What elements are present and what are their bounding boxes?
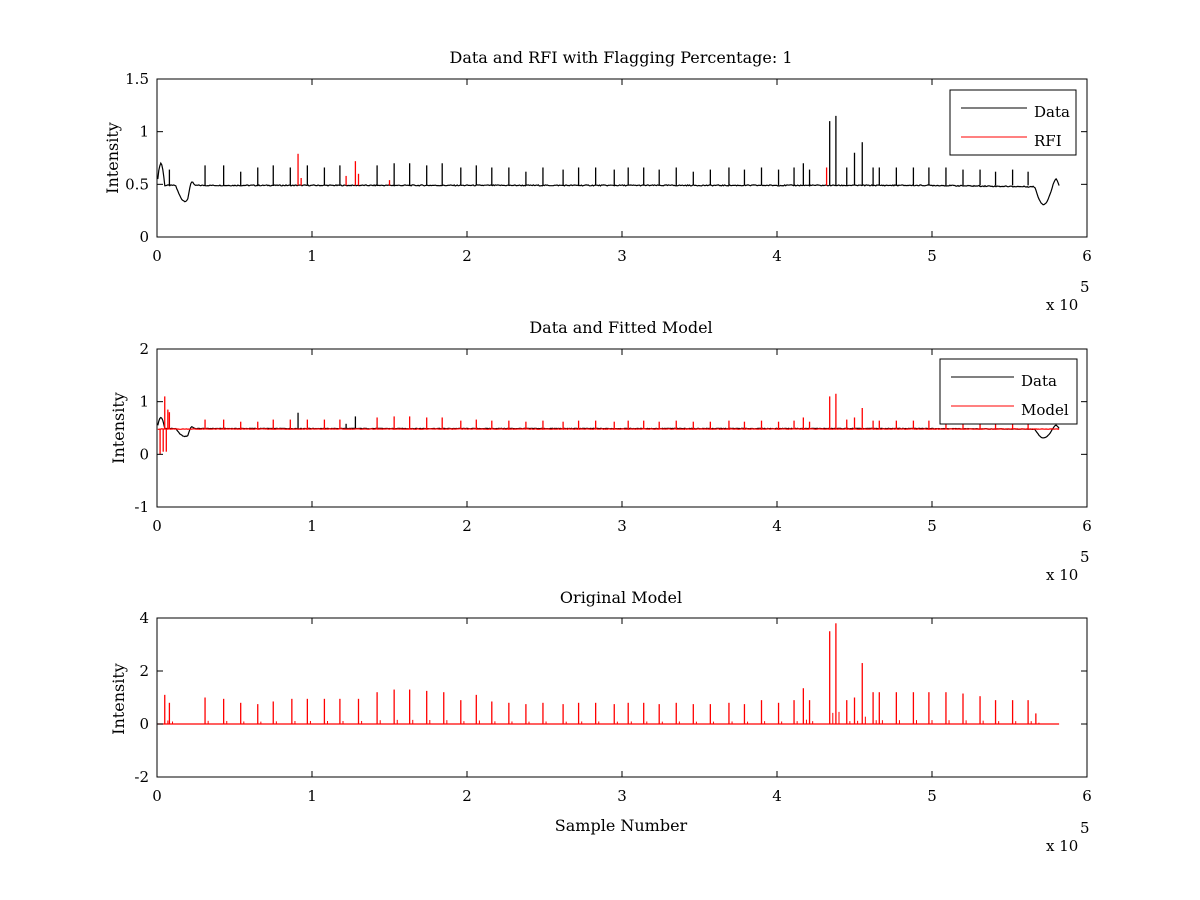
x-axis-label: Sample Number (555, 816, 688, 835)
y-axis-ticks: -1 0 1 2 (134, 340, 1087, 516)
y-axis-label: Intensity (103, 122, 122, 194)
legend-label-model: Model (1021, 401, 1069, 419)
x-tick-label: 2 (462, 247, 472, 265)
x-tick-label: 3 (617, 517, 627, 535)
chart-title: Original Model (560, 588, 682, 607)
x-axis-exponent-power: 5 (1080, 548, 1090, 566)
chart-title: Data and RFI with Flagging Percentage: 1 (449, 48, 792, 67)
y-axis-ticks: 0 0.5 1 1.5 (125, 70, 1087, 246)
y-tick-label: 1.5 (125, 70, 149, 88)
legend-label-data: Data (1034, 103, 1070, 121)
x-axis-exponent: x 10 (1046, 296, 1078, 314)
x-axis-ticks: 0 1 2 3 4 5 6 (152, 349, 1092, 535)
legend-label-rfi: RFI (1034, 132, 1062, 150)
x-tick-label: 3 (617, 787, 627, 805)
chart-panel-original-model: Original Model Intensity Sample Number 0… (109, 588, 1092, 855)
x-tick-label: 6 (1082, 787, 1092, 805)
chart-title: Data and Fitted Model (529, 318, 712, 337)
y-tick-label: 1 (139, 123, 149, 141)
series-traces (157, 623, 1060, 725)
y-axis-label: Intensity (109, 663, 128, 735)
legend-label-data: Data (1021, 372, 1057, 390)
x-tick-label: 4 (772, 787, 782, 805)
chart-panel-flagging: Data and RFI with Flagging Percentage: 1… (103, 48, 1092, 314)
y-tick-label: 4 (139, 609, 149, 627)
y-tick-label: 2 (139, 340, 149, 358)
x-axis-ticks: 0 1 2 3 4 5 6 (152, 79, 1092, 265)
series-traces (157, 115, 1060, 206)
y-tick-label: 0.5 (125, 175, 149, 193)
y-tick-label: 0 (139, 715, 149, 733)
y-axis-ticks: -2 0 2 4 (134, 609, 1087, 786)
plot-area: 0 1 2 3 4 5 6 0 0.5 1 1.5 (125, 70, 1092, 265)
x-tick-label: 1 (307, 787, 317, 805)
x-tick-label: 0 (152, 787, 162, 805)
y-tick-label: 1 (139, 393, 149, 411)
x-tick-label: 5 (927, 787, 937, 805)
x-tick-label: 3 (617, 247, 627, 265)
x-tick-label: 5 (927, 517, 937, 535)
x-axis-exponent: x 10 (1046, 837, 1078, 855)
legend: Data RFI (949, 89, 1077, 156)
x-tick-label: 1 (307, 247, 317, 265)
x-tick-label: 6 (1082, 517, 1092, 535)
y-tick-label: 0 (139, 445, 149, 463)
x-tick-label: 4 (772, 517, 782, 535)
series-traces (157, 393, 1060, 455)
legend-box (949, 89, 1077, 156)
x-tick-label: 4 (772, 247, 782, 265)
y-axis-label: Intensity (109, 392, 128, 464)
x-tick-label: 6 (1082, 247, 1092, 265)
y-tick-label: 2 (139, 662, 149, 680)
x-tick-label: 1 (307, 517, 317, 535)
legend-box (939, 358, 1078, 425)
x-tick-label: 2 (462, 517, 472, 535)
x-axis-ticks: 0 1 2 3 4 5 6 (152, 618, 1092, 805)
x-tick-label: 0 (152, 247, 162, 265)
series-line-model (157, 428, 1060, 430)
y-tick-label: -1 (134, 498, 149, 516)
y-tick-label: -2 (134, 768, 149, 786)
x-tick-label: 0 (152, 517, 162, 535)
x-axis-exponent-power: 5 (1080, 278, 1090, 296)
x-axis-exponent: x 10 (1046, 566, 1078, 584)
x-axis-exponent-power: 5 (1080, 819, 1090, 837)
x-tick-label: 5 (927, 247, 937, 265)
x-tick-label: 2 (462, 787, 472, 805)
legend: Data Model (939, 358, 1078, 425)
y-tick-label: 0 (139, 228, 149, 246)
